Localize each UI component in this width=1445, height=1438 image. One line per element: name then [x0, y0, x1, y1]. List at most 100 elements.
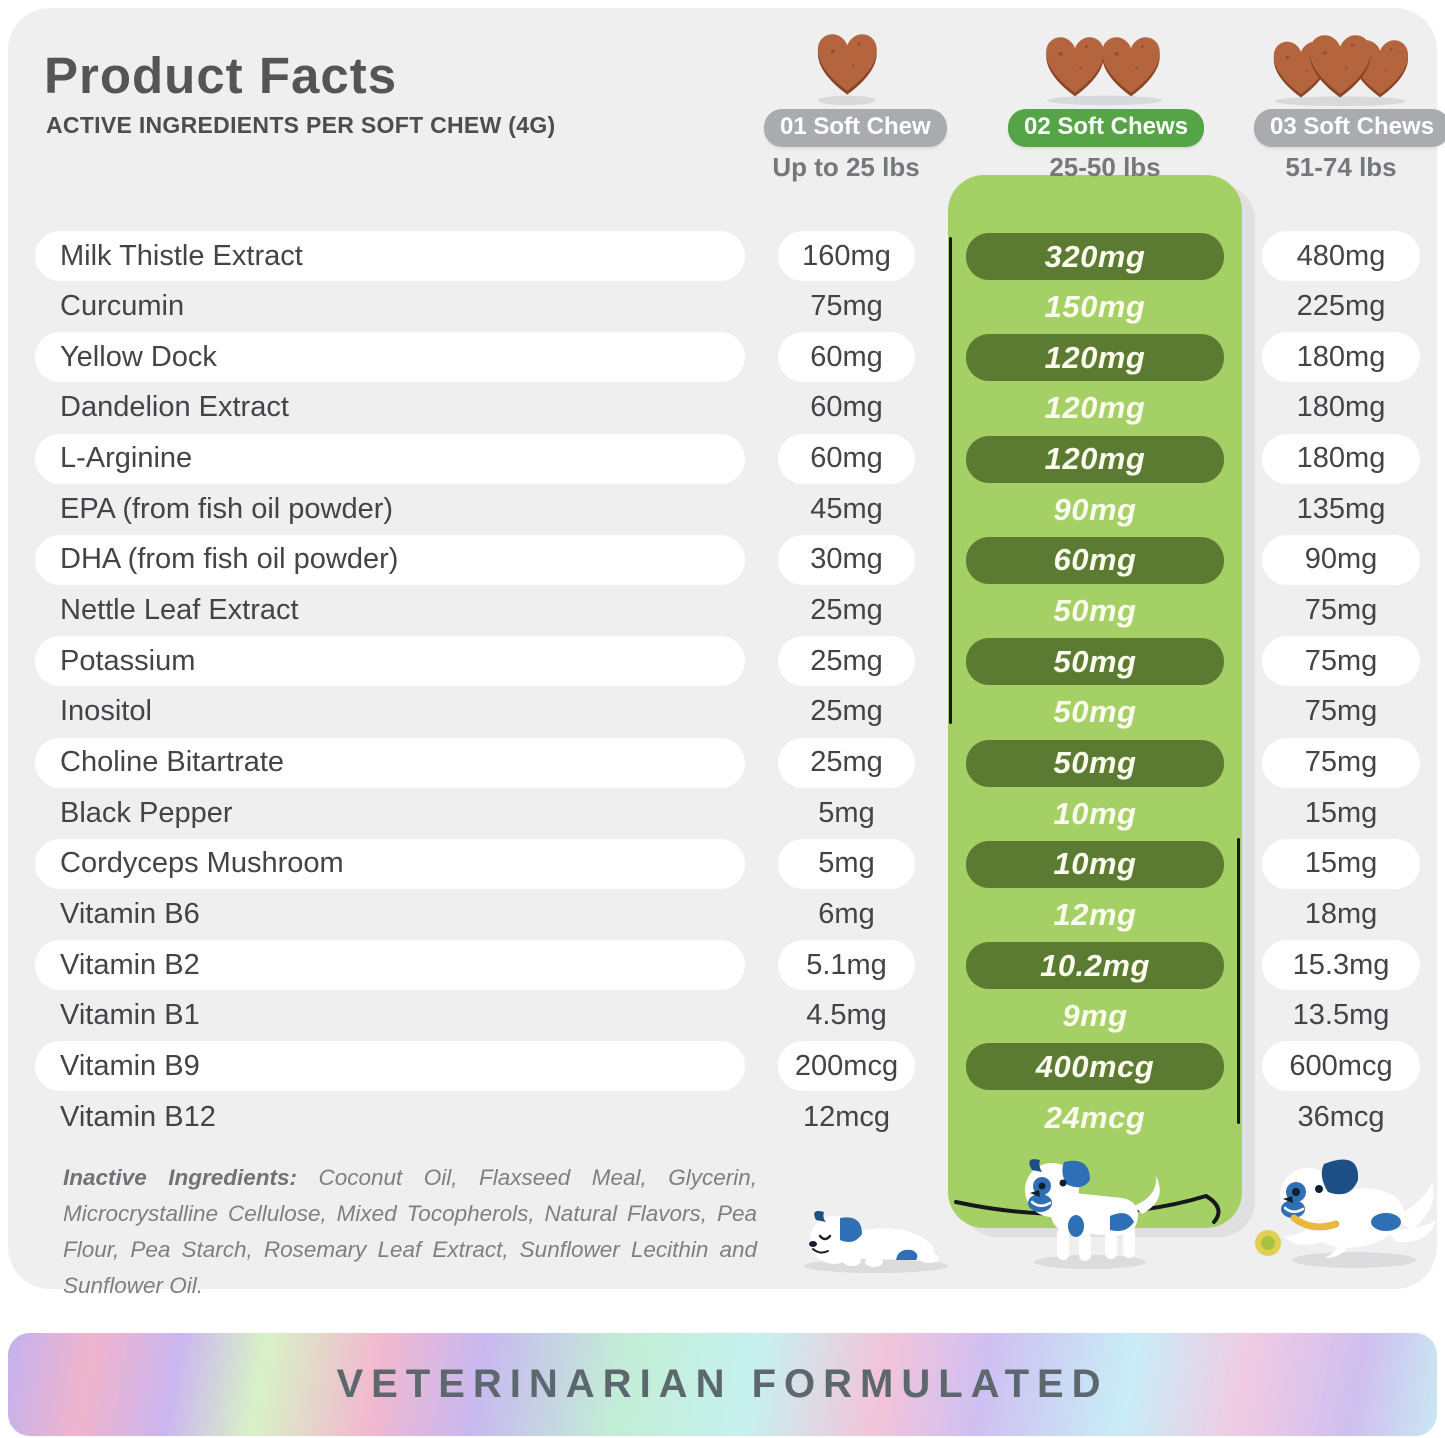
- soft-chew-icon-triple: [1254, 24, 1428, 106]
- dose-2-value: 50mg: [1053, 593, 1137, 629]
- dose-1-value: 200mcg: [778, 1041, 915, 1092]
- veterinarian-formulated-banner: VETERINARIAN FORMULATED: [8, 1333, 1437, 1436]
- product-facts-card: Product Facts ACTIVE INGREDIENTS PER SOF…: [8, 8, 1445, 1298]
- dose-1-value: 5mg: [818, 796, 875, 829]
- ingredient-name: Dandelion Extract: [60, 391, 289, 424]
- dose-2-value: 50mg: [966, 739, 1224, 787]
- ingredient-name: EPA (from fish oil powder): [60, 492, 394, 525]
- ingredient-name: Vitamin B6: [60, 897, 200, 930]
- dose-2-value: 120mg: [966, 334, 1224, 382]
- ingredient-row: Black Pepper 5mg 10mg 15mg: [8, 788, 1445, 838]
- ingredient-row: Curcumin 75mg 150mg 225mg: [8, 282, 1445, 332]
- ingredient-name: DHA (from fish oil powder): [35, 534, 745, 585]
- ingredient-row: Milk Thistle Extract 160mg 320mg 480mg: [8, 231, 1445, 281]
- soft-chew-icon-double: [1008, 24, 1202, 106]
- ingredient-name: Vitamin B12: [60, 1100, 216, 1133]
- dose-1-value: 60mg: [778, 332, 915, 383]
- ingredient-name: Vitamin B2: [35, 940, 745, 991]
- ingredient-row: Inositol 25mg 50mg 75mg: [8, 687, 1445, 737]
- ingredient-name: Vitamin B1: [60, 999, 200, 1032]
- dose-1-value: 25mg: [778, 636, 915, 687]
- ingredient-name: Nettle Leaf Extract: [60, 594, 299, 627]
- dose-1-value: 60mg: [778, 433, 915, 484]
- dose-2-value: 24mcg: [1044, 1099, 1146, 1135]
- dose-3-value: 180mg: [1296, 391, 1386, 424]
- ingredient-row: Choline Bitartrate 25mg 50mg 75mg: [8, 737, 1445, 788]
- dose-2-value: 10.2mg: [966, 942, 1224, 990]
- dose-3-value: 15.3mg: [1262, 940, 1420, 991]
- dose-1-value: 25mg: [810, 594, 883, 627]
- weight-range-1: Up to 25 lbs: [772, 152, 920, 182]
- ingredient-name: L-Arginine: [35, 433, 745, 484]
- ingredient-row: Cordyceps Mushroom 5mg 10mg 15mg: [8, 838, 1445, 889]
- page-subtitle: ACTIVE INGREDIENTS PER SOFT CHEW (4G): [46, 112, 556, 138]
- ingredient-row: Vitamin B9 200mcg 400mcg 600mcg: [8, 1041, 1445, 1092]
- dose-1-value: 12mcg: [802, 1100, 891, 1133]
- dose-3-value: 180mg: [1262, 433, 1420, 484]
- dose-2-value: 50mg: [966, 638, 1224, 686]
- dose-badge-2: 02 Soft Chews: [1008, 109, 1205, 147]
- ingredient-name: Milk Thistle Extract: [35, 231, 745, 281]
- dose-2-value: 120mg: [1044, 390, 1146, 426]
- dose-3-value: 600mcg: [1262, 1041, 1420, 1092]
- band-accent-curve: [954, 1193, 1221, 1224]
- dose-1-value: 5.1mg: [778, 940, 915, 991]
- ingredient-row: DHA (from fish oil powder) 30mg 60mg 90m…: [8, 534, 1445, 585]
- dose-2-value: 90mg: [1053, 491, 1137, 527]
- weight-range-2: 25-50 lbs: [1049, 152, 1161, 182]
- dose-2-value: 400mcg: [966, 1043, 1224, 1091]
- running-dog-with-ball-illustration: [1255, 1159, 1436, 1268]
- ingredient-row: Potassium 25mg 50mg 75mg: [8, 636, 1445, 687]
- dose-3-value: 18mg: [1304, 897, 1378, 930]
- dose-2-value: 120mg: [966, 435, 1224, 483]
- ingredient-name: Yellow Dock: [35, 332, 745, 383]
- dose-3-value: 480mg: [1262, 231, 1420, 281]
- dose-2-value: 10mg: [966, 840, 1224, 888]
- dose-1-value: 45mg: [810, 492, 883, 525]
- dose-1-value: 160mg: [778, 231, 915, 281]
- standing-dog-illustration: [1025, 1159, 1160, 1269]
- ingredient-name: Vitamin B9: [35, 1041, 745, 1092]
- dose-3-value: 75mg: [1262, 636, 1420, 687]
- dose-3-value: 180mg: [1262, 332, 1420, 383]
- dose-3-value: 15mg: [1262, 838, 1420, 889]
- dose-1-value: 30mg: [778, 534, 915, 585]
- band-accent-line-right: [1237, 838, 1240, 1124]
- dose-1-value: 6mg: [818, 897, 875, 930]
- ingredient-row: EPA (from fish oil powder) 45mg 90mg 135…: [8, 484, 1445, 534]
- dose-1-value: 25mg: [810, 695, 883, 728]
- inactive-ingredients-label: Inactive Ingredients:: [63, 1165, 298, 1190]
- ingredient-row: Vitamin B6 6mg 12mg 18mg: [8, 889, 1445, 939]
- dose-3-value: 135mg: [1296, 492, 1386, 525]
- dose-2-value: 150mg: [1044, 289, 1146, 325]
- dose-1-value: 75mg: [810, 290, 883, 323]
- dose-badge-3: 03 Soft Chews: [1254, 109, 1445, 147]
- ingredient-row: Nettle Leaf Extract 25mg 50mg 75mg: [8, 586, 1445, 636]
- dose-3-value: 90mg: [1262, 534, 1420, 585]
- banner-text: VETERINARIAN FORMULATED: [336, 1362, 1109, 1406]
- ingredient-name: Cordyceps Mushroom: [35, 838, 745, 889]
- ingredient-name: Potassium: [35, 636, 745, 687]
- dose-2-value: 50mg: [1053, 694, 1137, 730]
- ingredient-row: L-Arginine 60mg 120mg 180mg: [8, 433, 1445, 484]
- inactive-ingredients-text: Inactive Ingredients: Coconut Oil, Flaxs…: [63, 1165, 757, 1298]
- ingredient-row: Vitamin B1 4.5mg 9mg 13.5mg: [8, 991, 1445, 1041]
- dose-column-1: 01 Soft Chew Up to 25 lbs: [764, 24, 947, 183]
- band-accent-line-left: [949, 237, 952, 724]
- dose-2-value: 10mg: [1053, 795, 1137, 831]
- dose-3-value: 75mg: [1304, 594, 1378, 627]
- ingredient-name: Black Pepper: [60, 796, 233, 829]
- dose-1-value: 25mg: [778, 737, 915, 788]
- dose-badge-1: 01 Soft Chew: [764, 109, 947, 147]
- dose-1-value: 4.5mg: [806, 999, 887, 1032]
- dose-3-value: 75mg: [1304, 695, 1378, 728]
- dose-3-value: 36mcg: [1297, 1100, 1385, 1133]
- page-title: Product Facts: [44, 47, 398, 104]
- dose-2-value: 320mg: [966, 233, 1224, 280]
- dose-3-value: 75mg: [1262, 737, 1420, 788]
- dose-column-3: 03 Soft Chews 51-74 lbs: [1254, 24, 1445, 183]
- ingredient-name: Curcumin: [60, 290, 185, 323]
- dose-2-value: 9mg: [1062, 998, 1128, 1034]
- soft-chew-icon-single: [764, 24, 928, 106]
